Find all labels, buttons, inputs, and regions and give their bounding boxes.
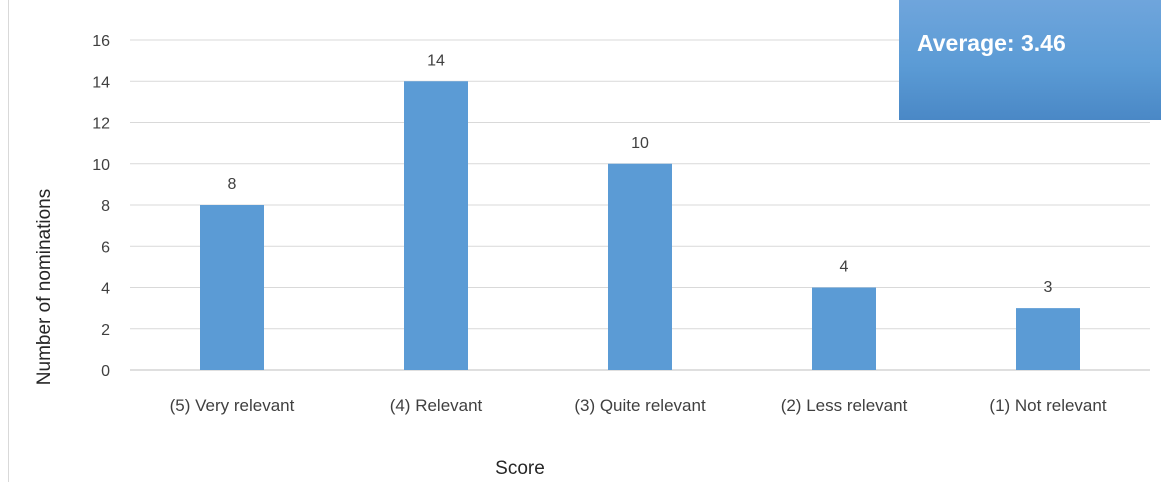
y-tick-label: 4 [101, 281, 110, 298]
y-tick-label: 0 [101, 363, 110, 380]
bar-1 [200, 205, 264, 370]
x-tick-label: (2) Less relevant [781, 396, 908, 415]
data-label: 10 [631, 135, 649, 152]
x-tick-label: (5) Very relevant [170, 396, 295, 415]
bar-4 [812, 287, 876, 370]
data-label: 8 [228, 176, 237, 193]
y-tick-label: 10 [92, 157, 110, 174]
y-tick-labels: 0 2 4 6 8 10 12 14 16 [92, 33, 110, 380]
y-axis-title: Number of nominations [34, 189, 55, 385]
bar-5 [1016, 308, 1080, 370]
x-axis-title: Score [495, 458, 545, 479]
y-tick-label: 2 [101, 322, 110, 339]
y-tick-label: 16 [92, 33, 110, 50]
x-tick-label: (3) Quite relevant [574, 396, 706, 415]
y-tick-label: 12 [92, 116, 110, 133]
x-tick-label: (4) Relevant [390, 396, 483, 415]
average-annotation-box: Average: 3.46 [899, 0, 1161, 120]
bar-3 [608, 163, 672, 370]
x-tick-label: (1) Not relevant [989, 396, 1106, 415]
y-tick-label: 14 [92, 74, 110, 91]
chart-frame [8, 0, 1170, 482]
y-tick-label: 8 [101, 198, 110, 215]
x-tick-labels: (5) Very relevant (4) Relevant (3) Quite r… [170, 396, 1107, 415]
bar-2 [404, 81, 468, 370]
y-tick-label: 6 [101, 239, 110, 256]
data-label: 3 [1044, 279, 1053, 296]
bars [200, 81, 1080, 370]
data-label: 4 [840, 259, 849, 276]
average-annotation-text: Average: 3.46 [917, 30, 1066, 56]
data-labels: 8 14 10 4 3 [228, 52, 1053, 296]
data-label: 14 [427, 52, 445, 69]
